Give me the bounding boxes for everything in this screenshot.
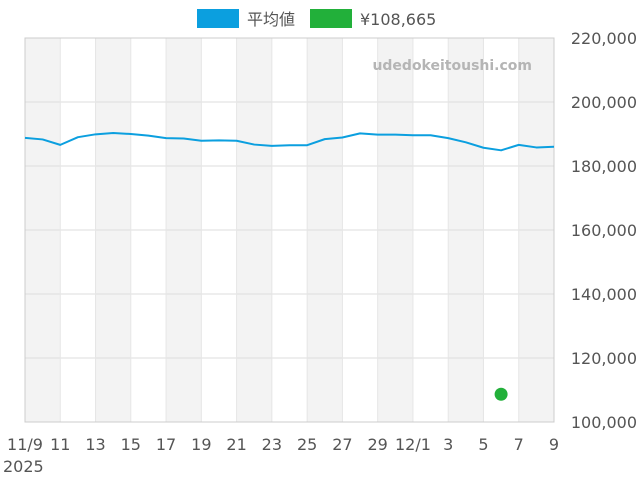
x-tick-label: 12/1 [395,435,431,454]
legend-item-average[interactable]: 平均値 [197,9,295,29]
x-tick-label: 7 [514,435,524,454]
y-tick-label: 200,000 [571,93,637,112]
x-tick-label: 23 [262,435,282,454]
x-axis-year-label: 2025 [3,457,44,476]
y-tick-label: 220,000 [571,29,637,48]
x-tick-label: 3 [443,435,453,454]
x-tick-label: 25 [297,435,317,454]
watermark-text: udedokeitoushi.com [372,58,532,74]
x-tick-label: 13 [85,435,105,454]
legend-label-price: ¥108,665 [360,10,436,29]
x-tick-label: 27 [332,435,352,454]
x-tick-label: 17 [156,435,176,454]
y-tick-label: 120,000 [571,349,637,368]
y-tick-label: 160,000 [571,221,637,240]
x-tick-label: 11/9 [7,435,43,454]
x-axis-tick-labels: 11/9 11 13 15 17 19 21 23 25 27 29 12/1 3 5 7 9 [7,435,559,454]
x-tick-label: 29 [367,435,387,454]
x-tick-label: 19 [191,435,211,454]
legend-swatch-price [310,9,352,28]
legend-item-price[interactable]: ¥108,665 [310,9,436,29]
series-line-average [24,132,555,152]
y-axis-tick-labels: 220,000 200,000 180,000 160,000 140,000 120,0… [571,29,637,432]
series-layer [24,132,555,401]
x-tick-label: 11 [50,435,70,454]
y-tick-label: 180,000 [571,157,637,176]
x-tick-label: 9 [549,435,559,454]
legend: 平均値 ¥108,665 [197,9,436,29]
plot-frame [24,37,555,423]
legend-swatch-average [197,9,239,28]
price-point[interactable] [494,387,508,401]
legend-label-average: 平均値 [247,10,295,29]
x-tick-label: 5 [478,435,488,454]
y-tick-label: 100,000 [571,413,637,432]
x-tick-label: 21 [226,435,246,454]
x-tick-label: 15 [121,435,141,454]
y-tick-label: 140,000 [571,285,637,304]
